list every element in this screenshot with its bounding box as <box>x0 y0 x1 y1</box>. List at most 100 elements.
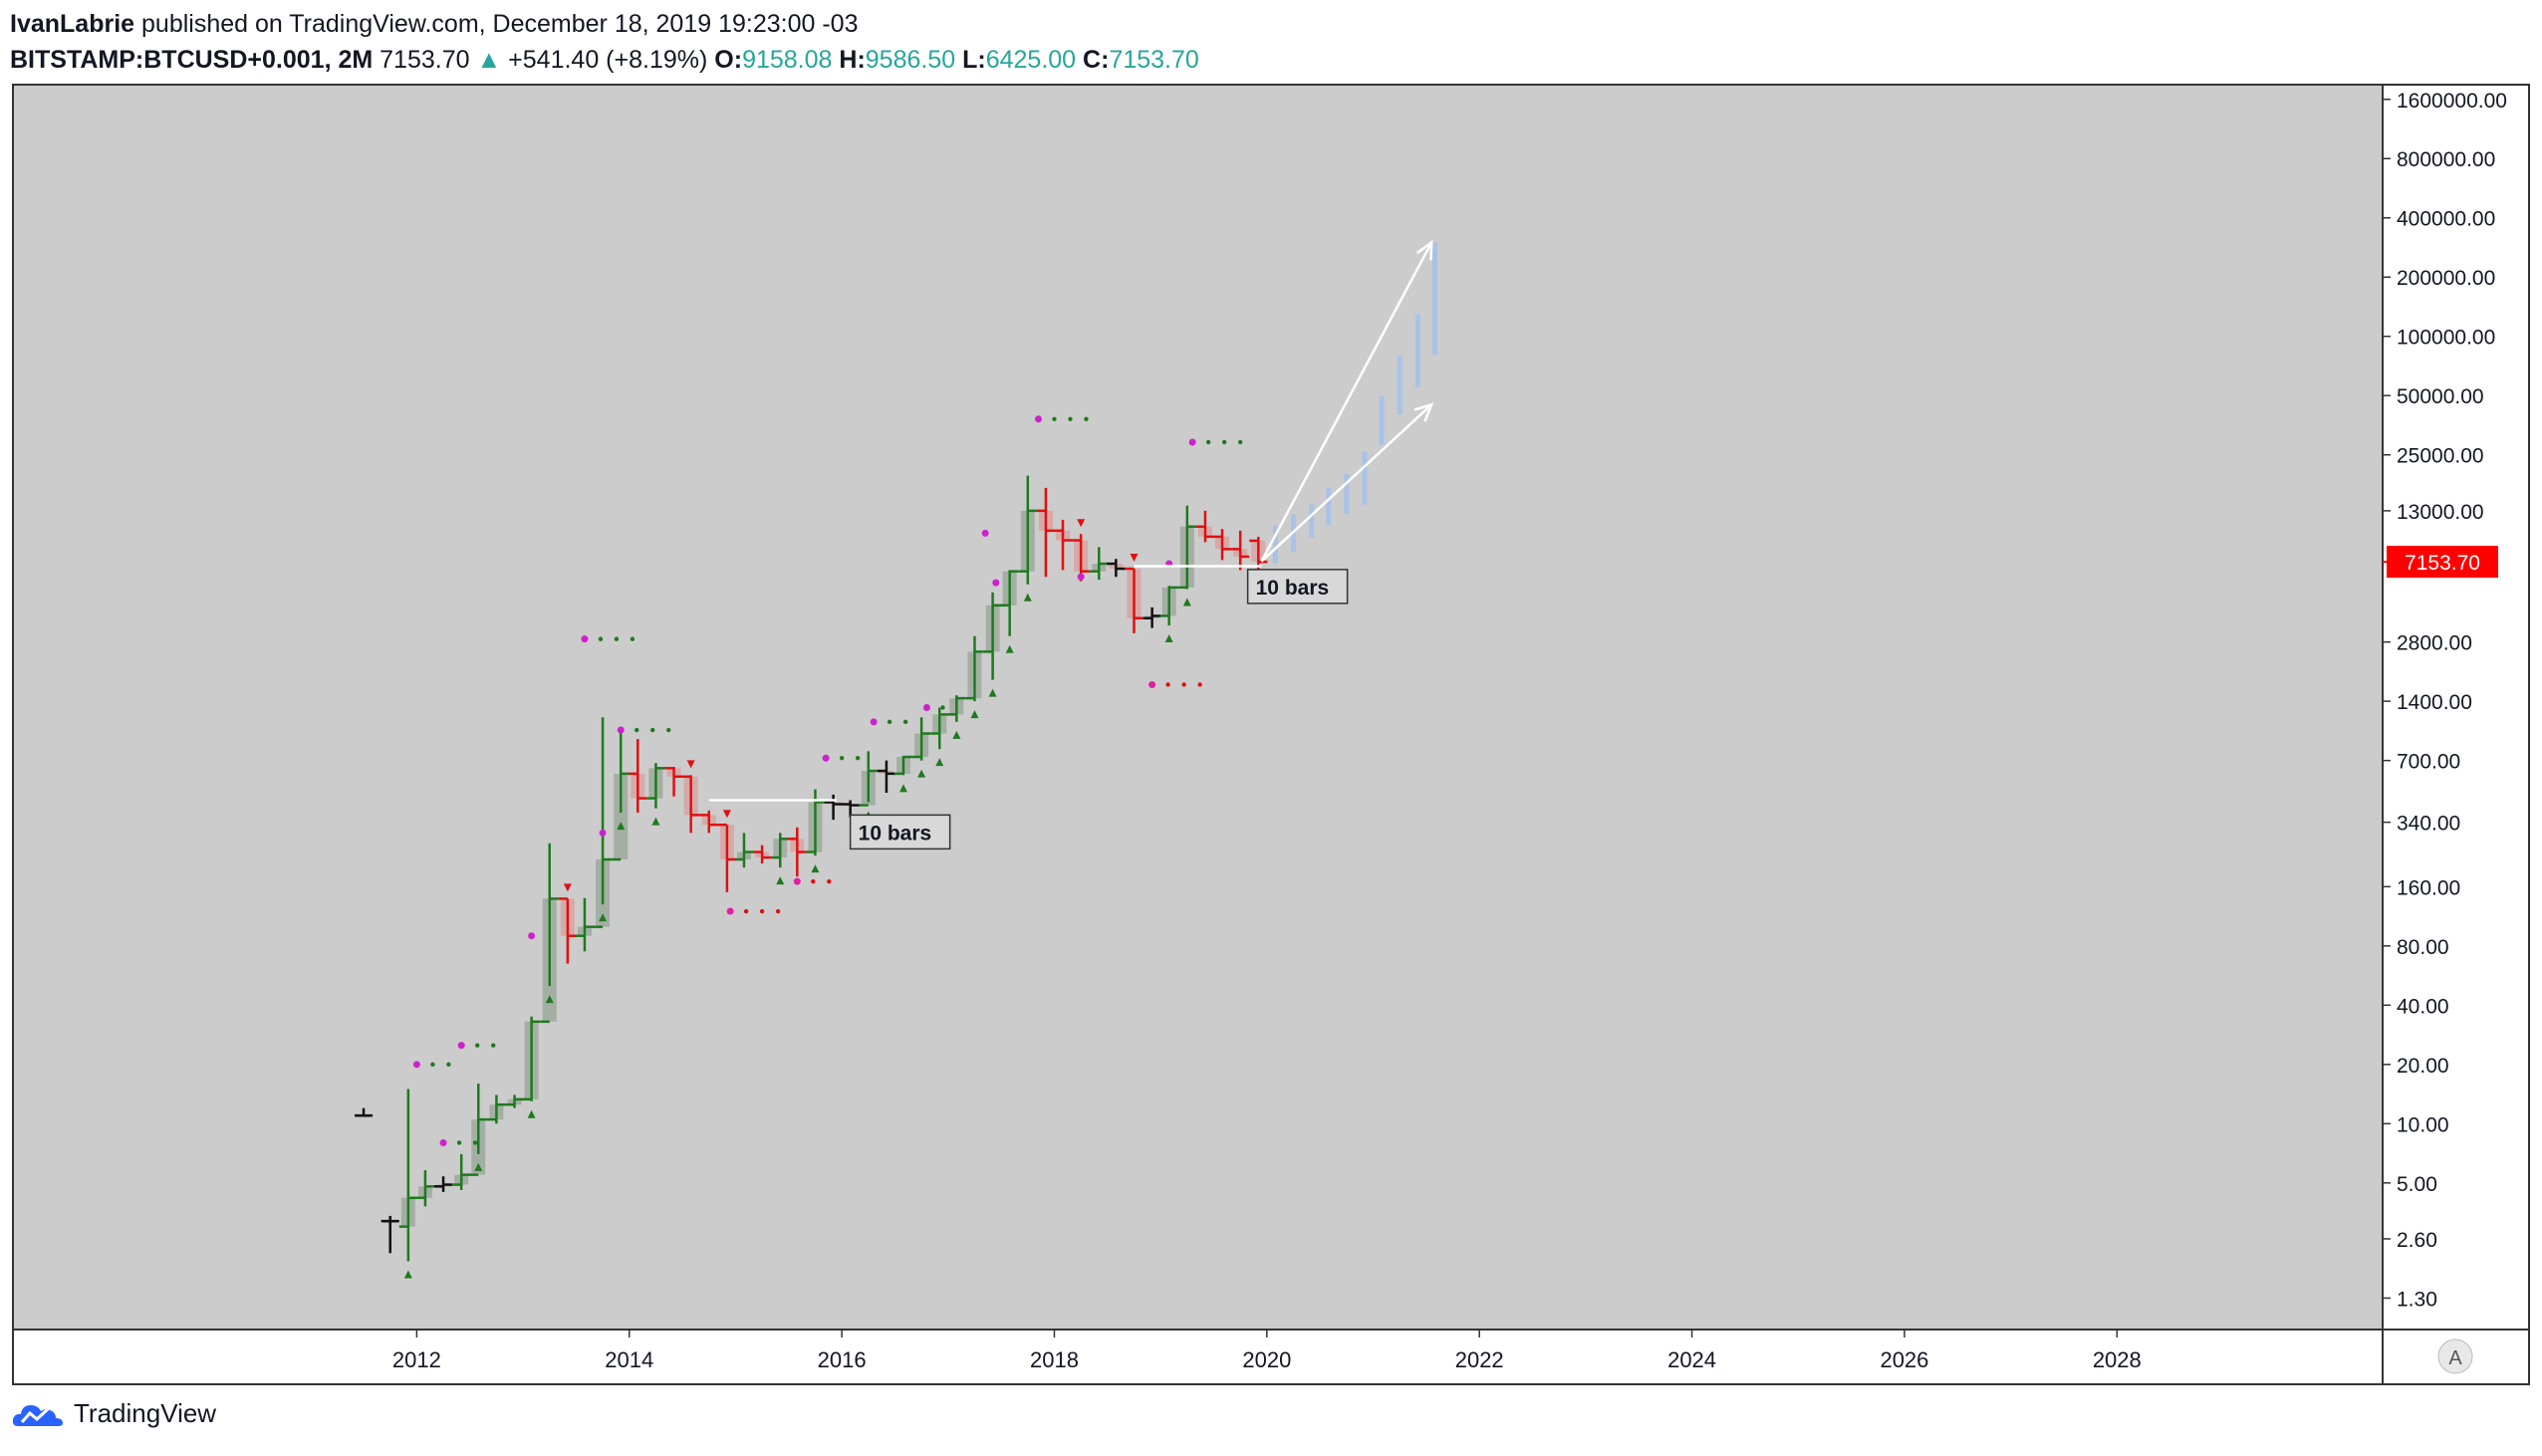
up-marker-icon <box>935 758 944 767</box>
y-tick-label: 20.00 <box>2397 1055 2449 1078</box>
pivot-level-dot <box>666 727 671 733</box>
x-tick-label: 2012 <box>392 1347 441 1372</box>
x-tick-label: 2014 <box>605 1347 653 1372</box>
pivot-level-dot <box>1221 439 1227 445</box>
up-marker-icon <box>617 822 626 831</box>
pivot-level-dot <box>839 756 845 761</box>
pivot-level-dot <box>474 1043 480 1048</box>
x-tick-label: 2016 <box>818 1347 867 1372</box>
pivot-low-dot <box>726 907 734 915</box>
pivot-high-dot <box>1034 415 1042 423</box>
y-tick-label: 200000.00 <box>2397 267 2495 290</box>
y-tick-label: 50000.00 <box>2397 385 2484 408</box>
down-marker-icon <box>686 760 695 769</box>
low-value: 6425.00 <box>985 46 1077 74</box>
up-marker-icon <box>403 1270 412 1279</box>
up-marker-icon <box>898 784 907 793</box>
pivot-level-dot <box>430 1062 435 1068</box>
pivot-level-dot <box>759 908 765 914</box>
pivot-high-dot <box>981 529 989 537</box>
up-marker-icon <box>1023 593 1032 602</box>
pivot-high-dot <box>581 635 589 643</box>
y-tick-label: 400000.00 <box>2397 208 2495 231</box>
chart-border <box>12 84 2530 1385</box>
down-marker-icon <box>722 810 731 819</box>
last-price-tag <box>2387 546 2498 579</box>
pivot-level-dot <box>1181 682 1186 687</box>
pivot-high-dot <box>992 579 1000 587</box>
up-marker-icon <box>527 1109 536 1118</box>
pivot-level-dot <box>630 636 636 641</box>
pivot-high-dot <box>528 932 536 940</box>
published-text: published on TradingView.com, December 1… <box>141 10 859 38</box>
pivot-high-dot <box>457 1042 465 1050</box>
pivot-level-dot <box>1197 682 1202 687</box>
pivot-level-dot <box>1052 416 1057 421</box>
auto-scale-button[interactable] <box>2437 1338 2473 1374</box>
projection-arrow[interactable] <box>1260 241 1433 563</box>
price-chart[interactable]: 1600000.00 800000.00 400000.00 200000.00 100… <box>0 0 2542 1394</box>
y-tick-label: 1400.00 <box>2397 691 2472 714</box>
pivot-level-dot <box>743 908 749 914</box>
price-change: +541.40 (+8.19%) <box>508 46 708 74</box>
y-tick-label: 340.00 <box>2397 813 2460 836</box>
pivot-level-dot <box>1237 439 1243 445</box>
bars-count-label-box[interactable] <box>1246 569 1349 605</box>
price-axis-area[interactable] <box>2383 85 2529 1384</box>
open-value: 9158.08 <box>742 46 833 74</box>
plot-area[interactable] <box>13 85 2383 1330</box>
last-price-tag-label: 7153.70 <box>2405 552 2480 575</box>
pivot-level-dot <box>1165 682 1170 687</box>
pivot-level-dot <box>490 1043 496 1048</box>
pivot-high-dot <box>1077 573 1085 581</box>
up-triangle-icon: ▲ <box>476 46 502 74</box>
x-tick-label: 2022 <box>1455 1347 1504 1372</box>
low-label: L: <box>962 46 986 74</box>
time-axis-area[interactable] <box>13 1330 2383 1384</box>
up-marker-icon <box>970 710 979 719</box>
last-price: 7153.70 <box>380 46 470 74</box>
pivot-low-dot <box>793 877 801 885</box>
chart-header: IvanLabrie published on TradingView.com,… <box>10 6 1199 78</box>
x-tick-label: 2020 <box>1242 1347 1291 1372</box>
author-name[interactable]: IvanLabrie <box>10 10 135 38</box>
pivot-level-dot <box>472 1140 478 1145</box>
y-tick-label: 1.30 <box>2397 1288 2437 1311</box>
open-label: O: <box>714 46 743 74</box>
pivot-high-dot <box>617 726 625 734</box>
pivot-level-dot <box>940 705 945 710</box>
footer: TradingView <box>12 1398 216 1429</box>
pivot-level-dot <box>614 636 620 641</box>
symbol-line: BITSTAMP:BTCUSD+0.001, 2M 7153.70 ▲ +541… <box>10 42 1199 78</box>
pivot-level-dot <box>827 878 832 884</box>
down-marker-icon <box>1077 519 1086 528</box>
symbol-name: BITSTAMP:BTCUSD+0.001, 2M <box>10 46 374 74</box>
pivot-level-dot <box>902 719 908 725</box>
up-marker-icon <box>651 817 660 826</box>
y-tick-label: 700.00 <box>2397 751 2460 774</box>
pivot-level-dot <box>1068 416 1073 421</box>
pivot-low-dot <box>1148 680 1156 688</box>
auto-scale-label: A <box>2448 1347 2462 1369</box>
up-marker-icon <box>917 769 926 778</box>
bars-count-label-box[interactable] <box>849 814 951 850</box>
pivot-level-dot <box>456 1140 462 1145</box>
y-tick-label: 800000.00 <box>2397 148 2495 171</box>
close-label: C: <box>1083 46 1110 74</box>
pivot-level-dot <box>650 727 655 733</box>
x-tick-label: 2028 <box>2093 1347 2142 1372</box>
pivot-level-dot <box>887 719 892 725</box>
pivot-level-dot <box>855 756 861 761</box>
footer-brand[interactable]: TradingView <box>74 1398 217 1428</box>
pivot-level-dot <box>775 908 781 914</box>
up-marker-icon <box>1005 644 1014 653</box>
down-marker-icon <box>563 883 572 892</box>
y-tick-label: 25000.00 <box>2397 445 2484 468</box>
y-tick-label: 100000.00 <box>2397 327 2495 350</box>
projection-arrow[interactable] <box>1260 403 1433 563</box>
y-tick-label: 10.00 <box>2397 1113 2449 1136</box>
candle-body-shade <box>614 773 629 859</box>
up-marker-icon <box>952 730 961 739</box>
y-tick-label: 13000.00 <box>2397 501 2484 524</box>
bars-count-label: 10 bars <box>859 822 932 845</box>
